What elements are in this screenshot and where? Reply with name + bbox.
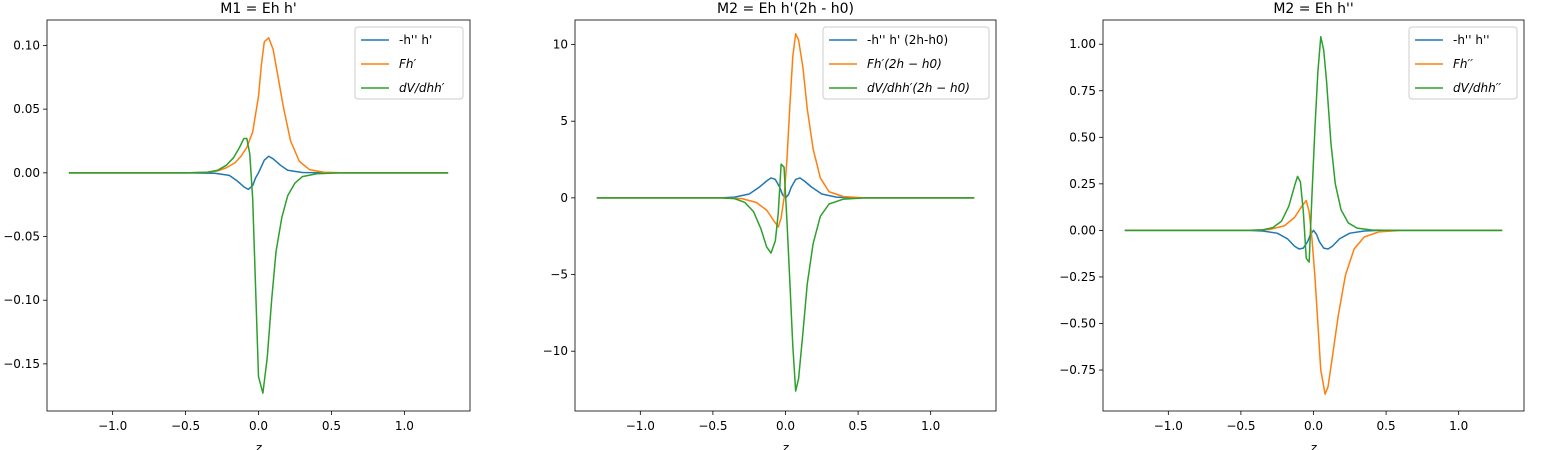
y-tick-label: −0.50: [1059, 316, 1096, 330]
x-tick-label: −1.0: [98, 419, 127, 433]
legend: -h'' h' (2h-h0) Fh′(2h − h0) dV/dhh′(2h − …: [822, 26, 990, 100]
x-tick-label: 1.0: [1449, 419, 1468, 433]
legend: -h'' h' Fh′ dV/dhh′: [354, 26, 464, 100]
series-line-2: [596, 33, 975, 228]
x-tick-label: −0.5: [698, 419, 727, 433]
x-tick-label: 0.5: [322, 419, 341, 433]
x-axis-label: z: [1309, 441, 1317, 450]
y-tick-label: 10: [553, 38, 568, 52]
y-tick-label: 0.25: [1069, 177, 1096, 191]
x-tick-label: 0.0: [1304, 419, 1323, 433]
y-tick-label: −10: [543, 344, 568, 358]
legend-label: Fh′: [399, 57, 417, 71]
legend-label: -h'' h' (2h-h0): [867, 33, 948, 47]
legend-box: [354, 26, 464, 100]
x-tick-label: 0.0: [249, 419, 268, 433]
chart-title: M2 = Eh h'': [1273, 1, 1353, 17]
legend-box: [822, 26, 990, 100]
y-tick-label: 0.00: [1069, 223, 1096, 237]
legend-label: -h'' h'': [1453, 33, 1490, 47]
legend-label: dV/dhh′: [399, 81, 445, 95]
x-tick-label: 0.5: [1377, 419, 1396, 433]
y-tick-label: −0.05: [3, 230, 40, 244]
series-line-2: [68, 37, 449, 174]
chart-panel-2: −1.0 −0.5 0.0 0.5 1.0 10 5 0 −5 −10 M2 = Eh h'(2h …: [543, 1, 997, 450]
legend-label: dV/dhh′(2h − h0): [867, 81, 970, 95]
chart-title: M2 = Eh h'(2h - h0): [717, 1, 854, 17]
chart-panel-1: −1.0 −0.5 0.0 0.5 1.0 0.10 0.05 0.00 −0.05 −0.10 −…: [3, 1, 471, 450]
series-line-2: [1124, 199, 1503, 395]
y-tick-label: −0.25: [1059, 270, 1096, 284]
y-tick-label: −0.75: [1059, 363, 1096, 377]
x-tick-label: 1.0: [921, 419, 940, 433]
legend: -h'' h'' Fh′′ dV/dhh′′: [1408, 26, 1518, 100]
y-tick-label: 0: [560, 191, 568, 205]
legend-label: Fh′(2h − h0): [867, 57, 942, 71]
legend-box: [1408, 26, 1518, 100]
series-line-3: [596, 163, 975, 392]
y-tick-label: −5: [550, 268, 568, 282]
x-axis-label: z: [254, 441, 262, 450]
y-tick-label: 0.75: [1069, 84, 1096, 98]
y-tick-label: 0.50: [1069, 130, 1096, 144]
x-tick-label: −1.0: [626, 419, 655, 433]
chart-panel-3: −1.0 −0.5 0.0 0.5 1.0 1.00 0.75 0.50 0.25 0.00 −0.…: [1059, 1, 1525, 450]
legend-label: dV/dhh′′: [1453, 81, 1501, 95]
x-tick-label: −0.5: [1226, 419, 1255, 433]
y-tick-label: 5: [560, 114, 568, 128]
x-tick-label: −1.0: [1154, 419, 1183, 433]
series-line-1: [68, 155, 449, 191]
series-line-1: [1124, 229, 1503, 250]
series-line-3: [1124, 36, 1503, 263]
y-tick-label: 0.00: [13, 166, 40, 180]
y-tick-label: −0.15: [3, 357, 40, 371]
x-tick-label: 0.5: [849, 419, 868, 433]
x-tick-label: 0.0: [776, 419, 795, 433]
x-tick-label: −0.5: [171, 419, 200, 433]
series-line-3: [68, 137, 449, 394]
y-tick-label: 1.00: [1069, 37, 1096, 51]
legend-label: -h'' h': [399, 33, 432, 47]
x-tick-label: 1.0: [395, 419, 414, 433]
y-tick-label: 0.10: [13, 38, 40, 52]
y-tick-label: −0.10: [3, 293, 40, 307]
chart-title: M1 = Eh h': [220, 1, 297, 17]
legend-label: Fh′′: [1453, 57, 1473, 71]
y-tick-label: 0.05: [13, 102, 40, 116]
x-axis-label: z: [781, 441, 789, 450]
